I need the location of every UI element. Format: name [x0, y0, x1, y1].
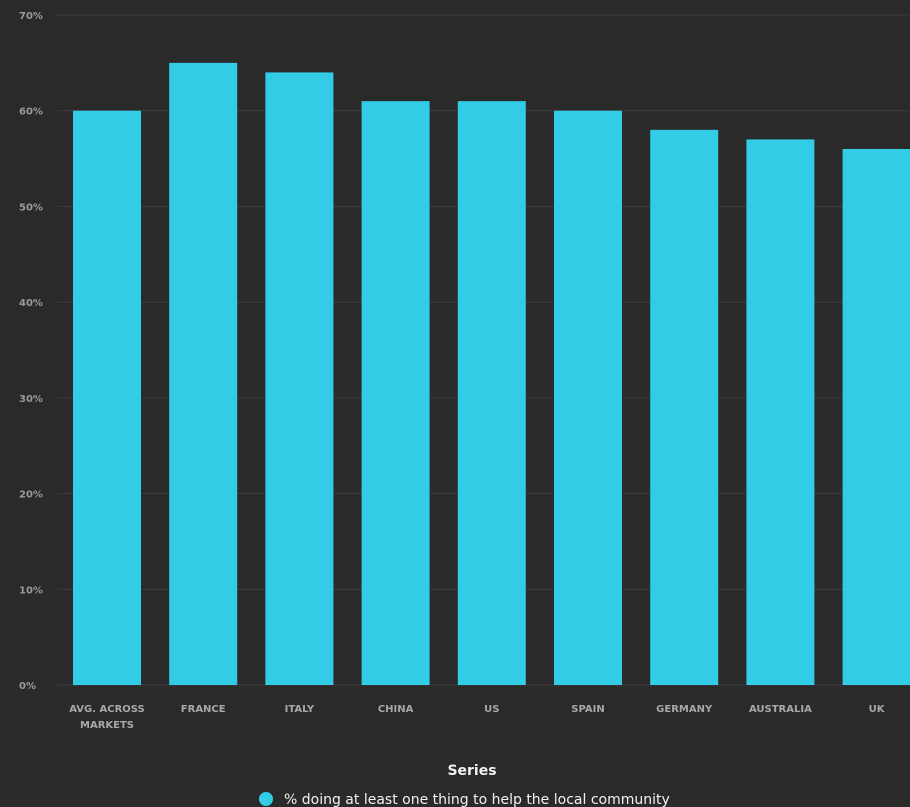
legend: Series % doing at least one thing to hel… [259, 763, 670, 807]
y-tick-label: 30% [19, 394, 43, 405]
legend-entry-label: % doing at least one thing to help the l… [284, 792, 670, 807]
x-tick-label: GERMANY [656, 704, 713, 715]
y-tick-label: 20% [19, 490, 43, 501]
bar[interactable] [554, 110, 622, 685]
x-tick-label: AVG. ACROSS MARKETS [69, 704, 145, 731]
x-tick-label: AUSTRALIA [749, 704, 812, 715]
legend-swatch [259, 792, 273, 806]
bar[interactable] [73, 110, 141, 685]
y-tick-label: 10% [19, 585, 43, 596]
x-tick-label: UK [869, 704, 886, 715]
x-tick-label: SPAIN [571, 704, 604, 715]
x-tick-label: ITALY [285, 704, 315, 715]
x-tick-label: US [484, 704, 499, 715]
x-tick-label: FRANCE [181, 704, 226, 715]
x-tick-label: CHINA [378, 704, 414, 715]
bar[interactable] [361, 101, 430, 685]
bar[interactable] [457, 101, 526, 685]
x-axis-tick-labels: AVG. ACROSS MARKETS FRANCE ITALY CHINA US SPAI… [69, 704, 886, 731]
bar[interactable] [650, 129, 719, 685]
y-tick-label: 60% [19, 107, 43, 118]
bar[interactable] [265, 72, 334, 685]
y-tick-label: 70% [19, 11, 43, 22]
legend-title: Series [447, 763, 496, 779]
y-tick-label: 40% [19, 298, 43, 309]
bars-layer [73, 62, 910, 686]
bar[interactable] [842, 149, 910, 685]
bar[interactable] [746, 139, 815, 685]
y-tick-label: 50% [19, 202, 43, 213]
bar[interactable] [169, 62, 238, 686]
y-tick-label: 0% [19, 681, 36, 692]
